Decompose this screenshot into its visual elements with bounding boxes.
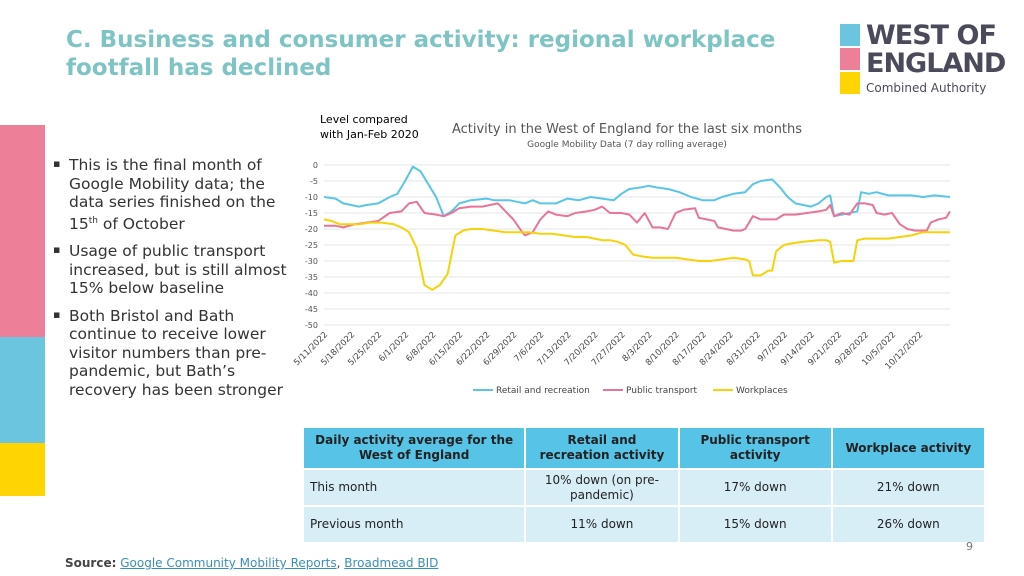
page-number: 9 [966, 540, 973, 553]
legend-label: Public transport [626, 386, 698, 396]
y-tick-label: -20 [305, 225, 318, 234]
logo-yellow-block [840, 72, 860, 94]
table-cell: 17% down [679, 470, 831, 505]
y-tick-label: -40 [305, 289, 318, 298]
source-separator: , [336, 556, 341, 570]
table-header-cell: Workplace activity [832, 428, 984, 468]
logo-text-line2: ENGLAND [866, 48, 1006, 79]
series-line-public-transport [324, 200, 951, 237]
table-row: Previous month 11% down 15% down 26% dow… [304, 507, 984, 542]
y-tick-label: -15 [305, 209, 318, 218]
series-line-retail-and-recreation [323, 165, 951, 218]
source-label: Source: [65, 556, 117, 570]
mobility-line-chart: 0-5-10-15-20-25-30-35-40-45-505/11/20225… [292, 161, 951, 396]
legend-label: Workplaces [736, 386, 788, 396]
y-tick-label: -45 [305, 305, 318, 314]
y-tick-label: 0 [313, 161, 318, 170]
logo-pink-block [840, 48, 860, 70]
table-cell: This month [304, 470, 525, 505]
table-header-cell: Retail and recreation activity [526, 428, 678, 468]
sidebar-yellow-bar [0, 443, 45, 496]
chart-level-label: Level compared with Jan-Feb 2020 [320, 113, 419, 141]
table-cell: 26% down [832, 507, 984, 542]
table-header-cell: Daily activity average for the West of E… [304, 428, 525, 468]
logo-text-line3: Combined Authority [866, 81, 987, 95]
sidebar-blue-bar [0, 337, 45, 443]
bullet-list: ▪ This is the final month of Google Mobil… [50, 156, 290, 408]
page-title: C. Business and consumer activity: regio… [66, 27, 776, 81]
table-cell: 15% down [679, 507, 831, 542]
west-of-england-logo: WEST OF ENGLAND Combined Authority [840, 20, 1010, 96]
legend-label: Retail and recreation [496, 386, 590, 396]
series-line-workplaces [323, 218, 950, 291]
y-tick-label: -10 [305, 193, 318, 202]
table-cell: 21% down [832, 470, 984, 505]
table-cell: Previous month [304, 507, 525, 542]
bullet-item: ▪ This is the final month of Google Mobil… [53, 156, 276, 233]
y-tick-label: -30 [305, 257, 318, 266]
bullet-item: ▪ Usage of public transport increased, bu… [53, 242, 287, 298]
sidebar-pink-bar [0, 125, 45, 337]
google-mobility-link[interactable]: Google Community Mobility Reports [120, 556, 337, 570]
chart-subtitle: Google Mobility Data (7 day rolling aver… [527, 140, 727, 150]
bullet-item: ▪ Both Bristol and Bath continue to recei… [53, 306, 283, 399]
table-row: This month 10% down (on pre-pandemic) 17… [304, 470, 984, 505]
activity-summary-table: Daily activity average for the West of E… [302, 426, 986, 544]
table-cell: 10% down (on pre-pandemic) [526, 470, 678, 505]
y-tick-label: -50 [305, 321, 318, 330]
y-tick-label: -35 [305, 273, 318, 282]
y-tick-label: -25 [305, 241, 318, 250]
chart-title: Activity in the West of England for the … [451, 122, 803, 137]
table-cell: 11% down [526, 507, 678, 542]
logo-blue-block [840, 24, 860, 46]
source-line: Source: Google Community Mobility Report… [65, 556, 438, 570]
table-header-cell: Public transport activity [679, 428, 831, 468]
table-header-row: Daily activity average for the West of E… [304, 428, 984, 468]
broadmead-bid-link[interactable]: Broadmead BID [344, 556, 439, 570]
logo-text-line1: WEST OF [866, 20, 997, 51]
y-tick-label: -5 [310, 177, 318, 186]
